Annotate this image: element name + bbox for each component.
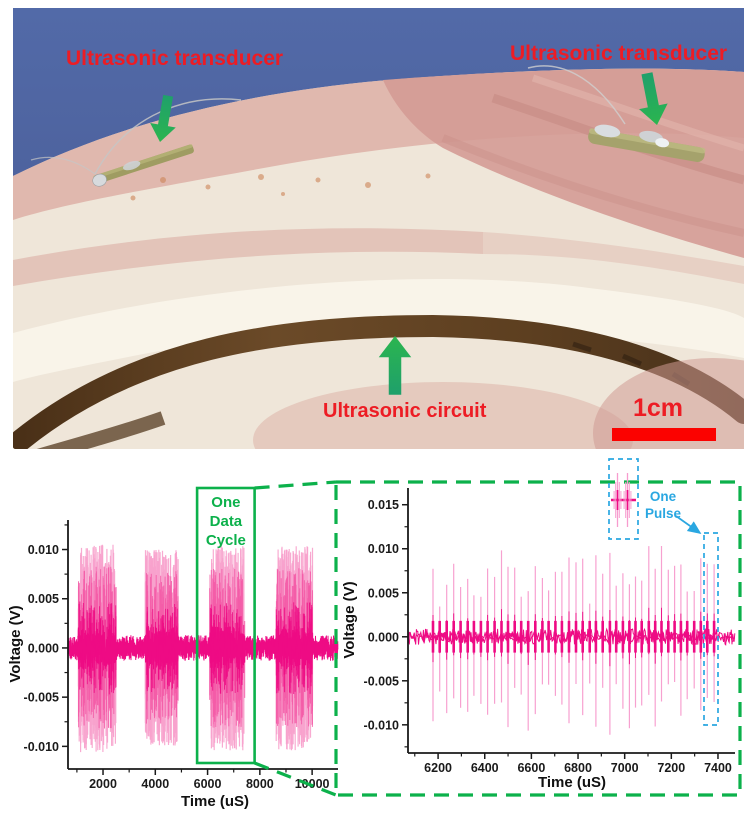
svg-text:0.000: 0.000 <box>28 641 59 655</box>
svg-text:6400: 6400 <box>471 761 499 775</box>
photo-illustration <box>10 8 754 508</box>
overview-xlabel: Time (uS) <box>181 793 249 810</box>
zoom-axes: 0.015 0.010 0.005 0.000 -0.005 -0.010 6200 6400… <box>341 488 735 791</box>
svg-text:0.010: 0.010 <box>28 543 59 557</box>
zoom-plot: 0.015 0.010 0.005 0.000 -0.005 -0.010 6200 6400… <box>341 488 736 791</box>
svg-text:Cycle: Cycle <box>206 532 246 549</box>
scalebar <box>612 428 716 441</box>
arrow-transducer-left <box>150 94 176 142</box>
svg-text:0.015: 0.015 <box>368 498 399 512</box>
svg-text:One: One <box>211 494 240 511</box>
transducer-device-left <box>92 144 194 187</box>
svg-text:7400: 7400 <box>704 761 732 775</box>
svg-text:8000: 8000 <box>246 777 274 791</box>
label-ultrasonic-transducer-left: Ultrasonic transducer <box>66 47 284 70</box>
label-ultrasonic-transducer-right: Ultrasonic transducer <box>510 42 728 65</box>
transducer-device-right <box>588 124 706 163</box>
svg-text:2000: 2000 <box>89 777 117 791</box>
svg-text:7000: 7000 <box>611 761 639 775</box>
arrow-circuit <box>378 336 412 395</box>
overview-ylabel: Voltage (V) <box>7 605 24 682</box>
svg-text:4000: 4000 <box>141 777 169 791</box>
svg-text:0.005: 0.005 <box>28 592 59 606</box>
svg-text:0.000: 0.000 <box>368 630 399 644</box>
svg-text:6200: 6200 <box>424 761 452 775</box>
svg-text:6800: 6800 <box>564 761 592 775</box>
zoom-baseline <box>407 629 735 644</box>
zoom-xlabel: Time (uS) <box>538 774 606 791</box>
svg-text:-0.010: -0.010 <box>24 740 59 754</box>
overview-signal <box>67 544 339 753</box>
label-ultrasonic-circuit: Ultrasonic circuit <box>323 400 487 422</box>
one-pulse-annotation: One Pulse <box>608 458 719 726</box>
zoom-ylabel: Voltage (V) <box>341 581 358 658</box>
skin-streak <box>441 134 745 237</box>
overview-baseline <box>67 632 339 665</box>
arrow-transducer-right <box>639 72 668 125</box>
scalebar-label: 1cm <box>633 394 684 422</box>
svg-text:6600: 6600 <box>517 761 545 775</box>
tissue-mid-streak <box>13 228 483 286</box>
svg-text:-0.005: -0.005 <box>24 691 59 705</box>
zoom-signal <box>407 546 736 735</box>
svg-text:-0.010: -0.010 <box>364 718 399 732</box>
svg-text:0.005: 0.005 <box>368 586 399 600</box>
specimen-photo <box>10 8 754 508</box>
skin-freckles <box>130 173 431 201</box>
transducer-wire-right <box>527 65 626 125</box>
zoom-link-frame <box>254 480 742 797</box>
svg-text:-0.005: -0.005 <box>364 674 399 688</box>
overview-axes: 0.010 0.005 0.000 -0.005 -0.010 2000 4000 6000 8… <box>7 520 338 810</box>
svg-text:6000: 6000 <box>194 777 222 791</box>
svg-text:Pulse: Pulse <box>645 506 682 521</box>
transducer-wire-left2 <box>30 156 96 175</box>
overview-plot: 0.010 0.005 0.000 -0.005 -0.010 2000 4000 6000 8… <box>7 486 339 810</box>
svg-text:Data: Data <box>210 513 243 530</box>
svg-text:0.010: 0.010 <box>368 542 399 556</box>
one-data-cycle-annotation: One Data Cycle <box>195 486 256 765</box>
charts-figure: 0.010 0.005 0.000 -0.005 -0.010 2000 4000 6000 8… <box>7 458 742 810</box>
tissue-mid-streak2 <box>483 232 744 284</box>
svg-text:7200: 7200 <box>657 761 685 775</box>
svg-text:One: One <box>650 489 677 504</box>
